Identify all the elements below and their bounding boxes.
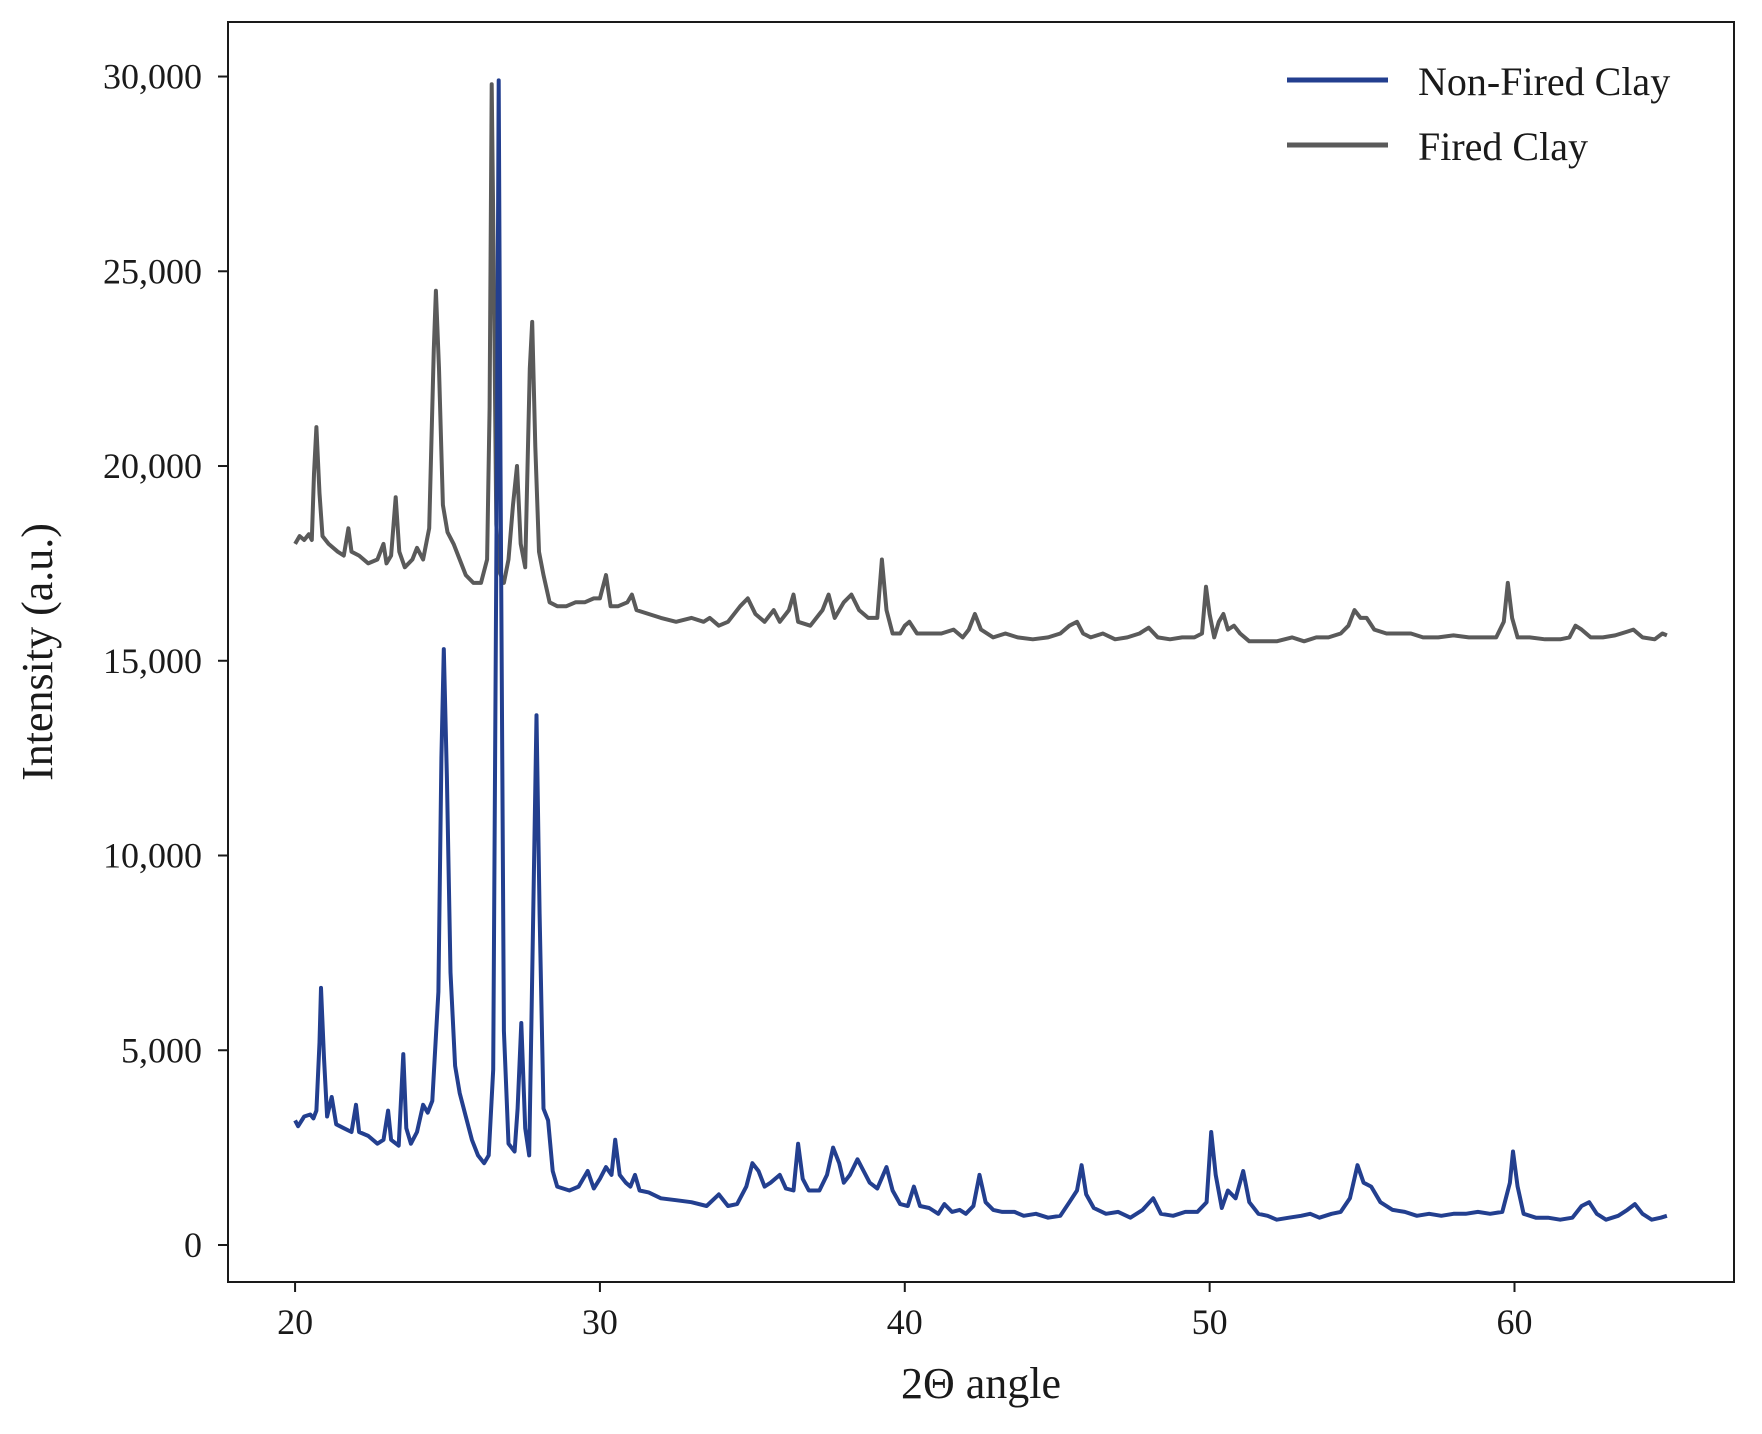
x-tick-label: 20 <box>277 1302 313 1342</box>
y-tick-label: 0 <box>184 1225 202 1265</box>
y-axis-title: Intensity (a.u.) <box>13 523 62 781</box>
x-tick-label: 30 <box>582 1302 618 1342</box>
x-axis-title: 2Θ angle <box>901 1359 1061 1408</box>
y-tick-label: 15,000 <box>103 641 202 681</box>
y-tick-label: 5,000 <box>121 1030 202 1070</box>
x-tick-label: 50 <box>1192 1302 1228 1342</box>
plot-frame <box>227 21 1735 1283</box>
y-tick-label: 20,000 <box>103 446 202 486</box>
legend-label-fired-clay: Fired Clay <box>1418 124 1588 169</box>
x-axis-ticks: 20 30 40 50 60 <box>277 1282 1533 1342</box>
legend: Non-Fired Clay Fired Clay <box>1287 59 1670 169</box>
y-axis-ticks: 0 5,000 10,000 15,000 20,000 25,000 30,000 <box>103 57 228 1265</box>
series-layer <box>293 78 1668 1222</box>
y-tick-label: 10,000 <box>103 836 202 876</box>
y-tick-label: 30,000 <box>103 57 202 97</box>
x-tick-label: 60 <box>1497 1302 1533 1342</box>
series-line-non-fired-clay <box>293 78 1668 1222</box>
y-tick-label: 25,000 <box>103 251 202 291</box>
x-tick-label: 40 <box>887 1302 923 1342</box>
legend-label-non-fired-clay: Non-Fired Clay <box>1418 59 1670 104</box>
series-line-fired-clay <box>293 82 1668 644</box>
